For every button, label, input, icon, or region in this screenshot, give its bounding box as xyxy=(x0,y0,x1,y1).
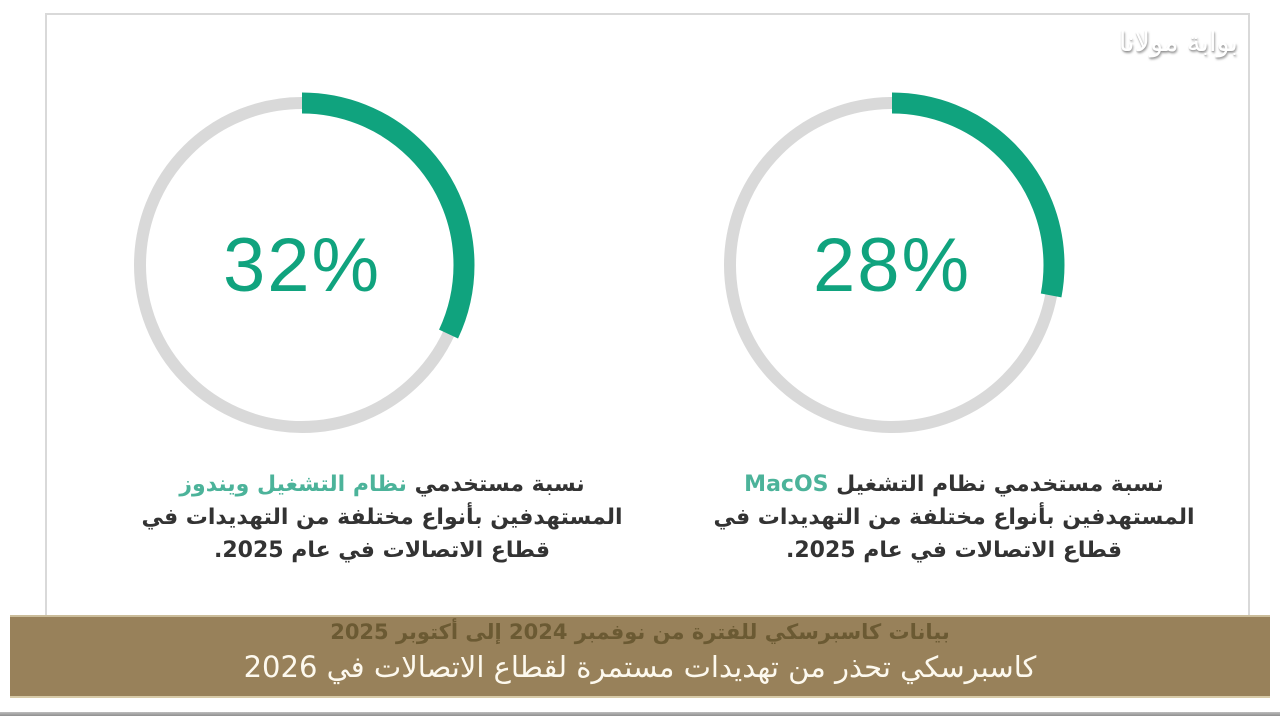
chart-card: بوابة مولانا 32% 28% نسبة مستخدمي نظام ا… xyxy=(45,13,1250,620)
donut-rings xyxy=(719,92,1065,438)
windows-caption-highlight: نظام التشغيل ويندوز xyxy=(179,472,407,497)
source-note: بيانات كاسبرسكي للفترة من نوفمبر 2024 إل… xyxy=(330,620,950,644)
donut-value-arc xyxy=(719,92,1065,438)
macos-caption-before: نسبة مستخدمي نظام التشغيل xyxy=(828,472,1164,497)
macos-caption-highlight: MacOS xyxy=(744,472,829,497)
macos-donut-chart: 28% xyxy=(719,92,1065,438)
watermark-text: بوابة مولانا xyxy=(1118,27,1238,58)
window-bottom-edge xyxy=(0,712,1280,716)
headline: كاسبرسكي تحذر من تهديدات مستمرة لقطاع ال… xyxy=(243,650,1037,684)
donut-rings xyxy=(129,92,475,438)
footer-bar: بيانات كاسبرسكي للفترة من نوفمبر 2024 إل… xyxy=(10,615,1270,698)
windows-donut-chart: 32% xyxy=(129,92,475,438)
windows-caption: نسبة مستخدمي نظام التشغيل ويندوز المستهد… xyxy=(132,468,632,567)
donut-value-arc xyxy=(129,92,475,438)
macos-caption-after: المستهدفين بأنواع مختلفة من التهديدات في… xyxy=(713,505,1195,563)
windows-percentage-value: 32% xyxy=(222,222,382,308)
windows-caption-before: نسبة مستخدمي xyxy=(406,472,585,497)
windows-caption-after: المستهدفين بأنواع مختلفة من التهديدات في… xyxy=(141,505,623,563)
macos-caption: نسبة مستخدمي نظام التشغيل MacOS المستهدف… xyxy=(704,468,1204,567)
macos-percentage-value: 28% xyxy=(812,222,972,308)
